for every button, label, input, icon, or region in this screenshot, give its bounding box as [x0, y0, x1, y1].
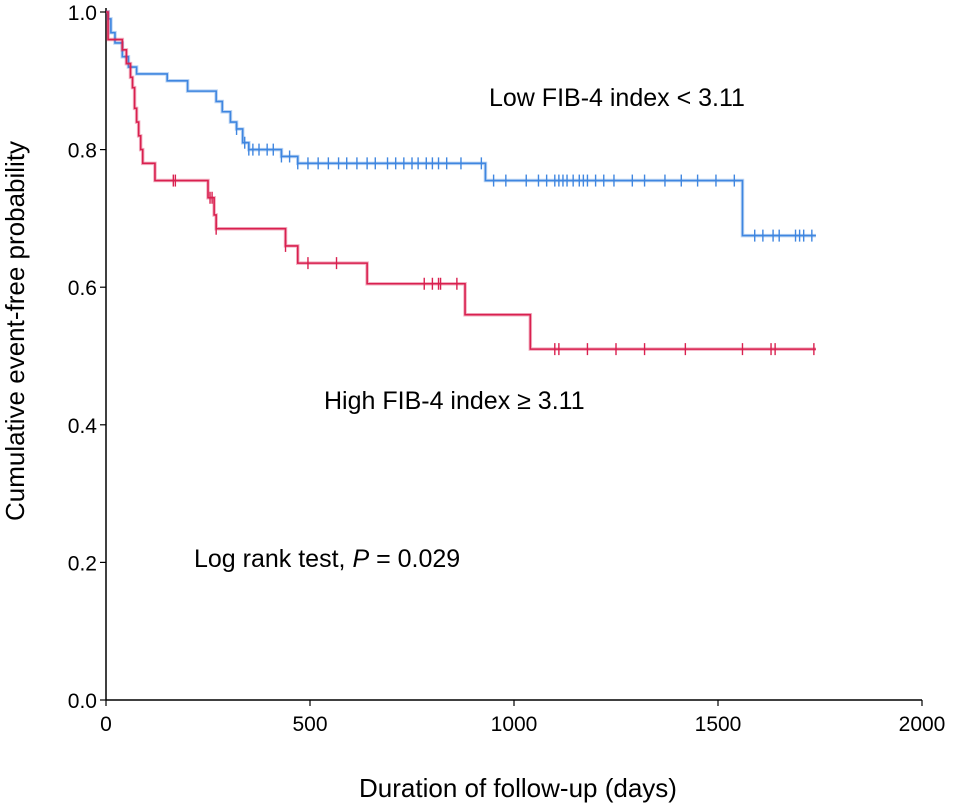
series-line	[106, 11, 816, 350]
series-low-fib4	[106, 10, 816, 242]
series-line	[106, 11, 816, 237]
y-tick-label: 0.2	[68, 552, 97, 575]
y-tick-label: 1.0	[68, 2, 97, 25]
x-tick-label: 0	[100, 713, 112, 736]
x-tick-label: 1000	[491, 713, 538, 736]
y-tick-label: 0.0	[68, 690, 97, 713]
high-series-label: High FIB-4 index ≥ 3.11	[324, 387, 585, 415]
logrank-p: P	[352, 545, 369, 573]
logrank-prefix: Log rank test,	[194, 545, 352, 573]
y-axis-title: Cumulative event-free probability	[0, 141, 30, 521]
y-tick-label: 0.8	[68, 140, 97, 163]
y-tick-label: 0.4	[68, 415, 98, 438]
x-tick-label: 1500	[695, 713, 742, 736]
series-high-fib4	[106, 10, 816, 356]
logrank-annotation: Log rank test, P = 0.029	[194, 545, 460, 573]
y-tick-label: 0.6	[68, 277, 97, 300]
logrank-suffix: = 0.029	[369, 545, 460, 573]
x-axis-title: Duration of follow-up (days)	[359, 773, 677, 803]
ticks: 0 500 1000 1500 2000 0.0 0.2 0.4 0.6 0.8 1.0	[68, 2, 946, 736]
x-tick-label: 2000	[899, 713, 946, 736]
x-tick-label: 500	[292, 713, 327, 736]
low-series-label: Low FIB-4 index < 3.11	[489, 84, 745, 112]
series-layer	[106, 10, 816, 356]
